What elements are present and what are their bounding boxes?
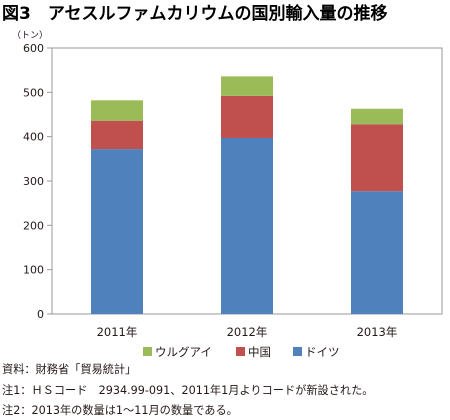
y-axis-unit-label: （トン） bbox=[12, 30, 48, 41]
y-axis: 0 100 200 300 400 500 600 bbox=[23, 42, 52, 321]
bar-segment bbox=[351, 124, 403, 192]
y-tick-label: 100 bbox=[23, 264, 44, 277]
bars bbox=[91, 76, 403, 314]
bar-segment bbox=[91, 100, 143, 121]
bar-segment bbox=[351, 191, 403, 314]
y-tick-label: 600 bbox=[23, 42, 44, 55]
legend-swatch bbox=[236, 347, 245, 356]
bar-segment bbox=[351, 108, 403, 125]
bar-segment bbox=[221, 76, 273, 96]
x-tick-label: 2013年 bbox=[357, 325, 398, 339]
legend-label: 中国 bbox=[248, 345, 271, 359]
y-tick-label: 300 bbox=[23, 175, 44, 188]
x-tick-label: 2011年 bbox=[97, 325, 138, 339]
legend-label: ウルグアイ bbox=[155, 345, 212, 359]
y-tick-label: 200 bbox=[23, 219, 44, 232]
y-tick-label: 400 bbox=[23, 131, 44, 144]
x-tick-label: 2012年 bbox=[227, 325, 268, 339]
source-note: 資料：財務省「貿易統計」 bbox=[2, 362, 136, 376]
legend: ウルグアイ 中国 ドイツ bbox=[143, 345, 340, 359]
bar-segment bbox=[221, 95, 273, 138]
y-tick-label: 0 bbox=[37, 308, 44, 321]
legend-label: ドイツ bbox=[305, 345, 340, 359]
bar-segment bbox=[221, 137, 273, 314]
notes: 資料：財務省「貿易統計」 注1：ＨＳコード 2934.99-091、2011年1… bbox=[2, 362, 373, 417]
bar-segment bbox=[91, 149, 143, 314]
bar-segment bbox=[91, 120, 143, 150]
chart-title: 図3 アセスルファムカリウムの国別輸入量の推移 bbox=[2, 3, 388, 24]
note-2: 注2：2013年の数量は1～11月の数量である。 bbox=[2, 403, 238, 417]
note-1: 注1：ＨＳコード 2934.99-091、2011年1月よりコードが新設された。 bbox=[2, 383, 373, 397]
legend-swatch bbox=[143, 347, 152, 356]
y-tick-label: 500 bbox=[23, 86, 44, 99]
x-axis: 2011年 2012年 2013年 bbox=[97, 325, 398, 339]
legend-swatch bbox=[293, 347, 302, 356]
